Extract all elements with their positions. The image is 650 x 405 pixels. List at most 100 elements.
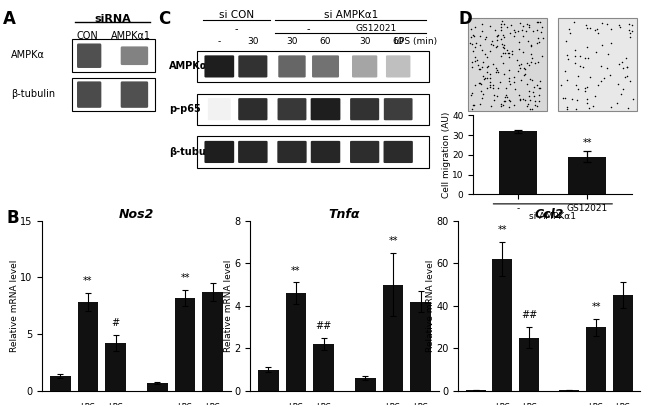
Point bbox=[487, 38, 497, 44]
Point bbox=[533, 58, 543, 65]
Y-axis label: Relative mRNA level: Relative mRNA level bbox=[426, 260, 435, 352]
FancyBboxPatch shape bbox=[239, 98, 267, 120]
Bar bbox=[468, 18, 547, 111]
FancyBboxPatch shape bbox=[350, 98, 379, 120]
Text: 30: 30 bbox=[286, 37, 298, 46]
Point bbox=[499, 71, 510, 77]
Point bbox=[532, 40, 542, 46]
Point bbox=[526, 43, 536, 49]
Point bbox=[571, 82, 581, 89]
FancyBboxPatch shape bbox=[208, 98, 231, 120]
Point bbox=[622, 63, 632, 70]
Bar bbox=[586, 327, 606, 391]
FancyBboxPatch shape bbox=[384, 141, 413, 163]
Point bbox=[564, 30, 575, 36]
Point bbox=[502, 24, 512, 31]
Point bbox=[475, 80, 486, 86]
FancyBboxPatch shape bbox=[386, 55, 410, 77]
Point bbox=[614, 21, 624, 28]
Point bbox=[580, 88, 591, 95]
Bar bbox=[50, 376, 71, 391]
Point bbox=[588, 103, 599, 109]
Point bbox=[523, 38, 533, 44]
Point bbox=[488, 61, 499, 67]
Bar bbox=[147, 383, 168, 391]
Text: 30: 30 bbox=[359, 37, 370, 46]
Text: #: # bbox=[112, 318, 120, 328]
Text: siRNA: siRNA bbox=[94, 14, 131, 24]
Text: ·: · bbox=[474, 403, 477, 405]
Point bbox=[492, 32, 502, 39]
Point bbox=[482, 69, 492, 75]
Point bbox=[470, 82, 480, 88]
Point bbox=[523, 61, 534, 68]
Point bbox=[526, 55, 537, 62]
Text: **: ** bbox=[592, 302, 601, 312]
Text: GS12021: GS12021 bbox=[355, 23, 396, 33]
Bar bbox=[519, 338, 540, 391]
Point bbox=[590, 93, 601, 100]
Point bbox=[534, 92, 545, 98]
Text: A: A bbox=[3, 10, 16, 28]
Point bbox=[596, 78, 606, 84]
Point bbox=[491, 69, 501, 75]
Point bbox=[582, 84, 592, 90]
FancyBboxPatch shape bbox=[205, 55, 234, 77]
Text: B: B bbox=[6, 209, 19, 226]
Point bbox=[482, 63, 492, 70]
Point bbox=[468, 102, 478, 108]
Text: **: ** bbox=[291, 266, 301, 275]
Bar bbox=[465, 390, 486, 391]
Point bbox=[534, 85, 545, 92]
Point bbox=[605, 72, 616, 79]
Point bbox=[532, 27, 542, 34]
Point bbox=[518, 49, 528, 55]
Text: -: - bbox=[218, 37, 221, 46]
Point bbox=[477, 27, 488, 34]
Point bbox=[621, 55, 631, 61]
FancyBboxPatch shape bbox=[205, 141, 234, 163]
Point bbox=[467, 90, 477, 96]
Point bbox=[504, 30, 515, 36]
Point bbox=[590, 27, 601, 34]
Point bbox=[523, 24, 534, 30]
Point bbox=[467, 106, 478, 112]
Point bbox=[534, 39, 544, 45]
Point bbox=[569, 19, 579, 25]
Text: AMPKα: AMPKα bbox=[11, 50, 45, 60]
Point bbox=[573, 73, 583, 79]
Point bbox=[486, 41, 496, 47]
Point bbox=[491, 65, 502, 71]
FancyBboxPatch shape bbox=[77, 43, 101, 68]
Point bbox=[480, 36, 490, 43]
Point bbox=[514, 92, 525, 98]
FancyBboxPatch shape bbox=[350, 141, 379, 163]
Bar bbox=[285, 293, 306, 391]
Point bbox=[490, 27, 501, 33]
Point bbox=[534, 98, 545, 104]
Point bbox=[584, 74, 595, 80]
Text: ##: ## bbox=[521, 310, 538, 320]
Point bbox=[482, 74, 493, 81]
Point bbox=[527, 105, 538, 112]
Point bbox=[519, 70, 530, 77]
Point bbox=[478, 58, 489, 65]
Point bbox=[465, 40, 475, 46]
Point bbox=[578, 64, 588, 70]
Point bbox=[528, 83, 539, 90]
Point bbox=[492, 43, 502, 49]
Point bbox=[470, 23, 480, 30]
Point bbox=[562, 106, 572, 112]
Text: LPS
+GS: LPS +GS bbox=[411, 403, 430, 405]
Text: AMPKα1: AMPKα1 bbox=[111, 32, 151, 41]
Point bbox=[523, 87, 534, 94]
Point bbox=[467, 48, 478, 55]
FancyBboxPatch shape bbox=[121, 47, 148, 65]
Point bbox=[503, 50, 514, 56]
Text: 60: 60 bbox=[393, 37, 404, 46]
Point bbox=[580, 22, 591, 28]
Point bbox=[596, 42, 606, 49]
Point bbox=[496, 27, 506, 34]
Point bbox=[581, 99, 592, 106]
Point bbox=[529, 93, 539, 100]
